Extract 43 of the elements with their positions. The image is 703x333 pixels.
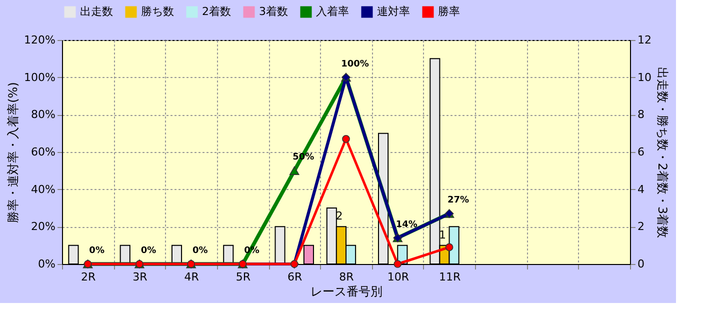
x-tick-label: 10R (387, 270, 410, 284)
y-tick-label: 40% (31, 182, 56, 196)
legend-label: 3着数 (259, 5, 288, 18)
x-tick-label: 8R (339, 270, 354, 284)
x-axis-title: レース番号別 (310, 284, 382, 298)
x-tick-label: 6R (288, 270, 303, 284)
y-tick-label: 120% (24, 34, 56, 46)
point (289, 166, 300, 175)
legend-label: 連対率 (377, 5, 410, 18)
y2-tick-label: 12 (638, 34, 652, 46)
x-tick-label: 11R (438, 270, 461, 284)
legend-label: 出走数 (80, 5, 113, 18)
x-tick-label: 5R (236, 270, 251, 284)
x-tick-label: 2R (80, 270, 96, 284)
y2-tick-label: 8 (638, 108, 644, 122)
y-tick-label: 80% (31, 108, 56, 122)
data-label: 0% (140, 246, 156, 256)
point (445, 243, 454, 252)
y2-axis-title: 出走数・勝ち数・2着数・3着数 (655, 66, 670, 238)
legend-label: 入着率 (316, 5, 349, 18)
y-tick-label: 20% (31, 220, 56, 234)
y-tick-label: 60% (31, 146, 56, 158)
data-label: 100% (341, 59, 369, 70)
data-label: 27% (448, 196, 470, 206)
x-tick-label: 3R (132, 270, 148, 284)
data-label: 1 (438, 228, 446, 242)
y2-tick-label: 10 (638, 70, 652, 84)
legend-label: 2着数 (202, 5, 231, 18)
data-label: 0% (89, 246, 104, 256)
y2-tick-label: 2 (638, 220, 644, 234)
y-tick-label: 100% (24, 70, 56, 84)
y-axis-title: 勝率・連対率・入着率(%) (6, 82, 20, 223)
y-tick-label: 0% (38, 258, 56, 270)
y2-tick-label: 0 (638, 258, 644, 270)
data-label: 14% (396, 220, 418, 230)
point (342, 135, 350, 143)
point (394, 260, 402, 268)
x-tick-label: 4R (184, 270, 200, 284)
y2-tick-label: 4 (638, 182, 644, 196)
y2-tick-label: 6 (638, 146, 644, 158)
legend-label: 勝ち数 (141, 5, 174, 18)
data-label: 0% (192, 246, 208, 256)
legend-label: 勝率 (438, 5, 460, 18)
